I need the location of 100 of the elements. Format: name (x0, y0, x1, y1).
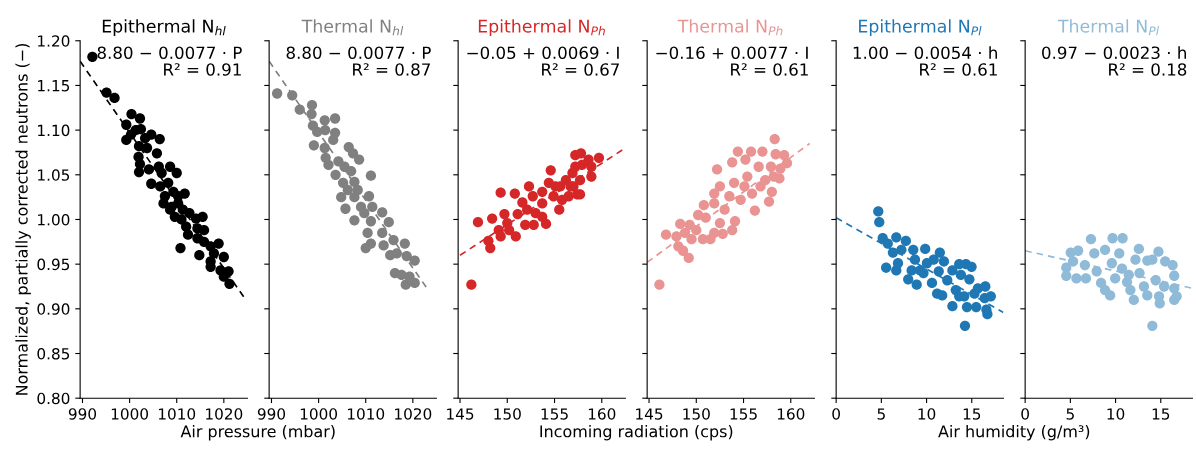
point (101, 87, 112, 98)
point (920, 243, 931, 255)
x-tick-label: 15 (963, 408, 981, 420)
point (727, 157, 738, 168)
point (781, 158, 793, 169)
point (320, 124, 331, 136)
point (892, 258, 904, 269)
point (709, 188, 720, 199)
point (982, 309, 993, 320)
point (143, 164, 155, 175)
point (749, 205, 761, 216)
annotation: 8.80 − 0.0077 · P (286, 46, 431, 60)
point (742, 171, 753, 182)
point (654, 279, 665, 290)
x-tick-label: 155 (730, 408, 757, 420)
point (1061, 270, 1072, 281)
point (727, 225, 738, 236)
point (709, 198, 720, 209)
x-tick-label: 990 (257, 408, 286, 420)
point (528, 219, 539, 230)
point (359, 208, 370, 219)
point (399, 238, 410, 249)
point (363, 191, 375, 202)
point (774, 173, 785, 184)
point (349, 191, 360, 203)
x-tick-label: 0 (1021, 408, 1029, 420)
chart-title: Epithermal N$_{Ph}$ (478, 19, 605, 37)
point (882, 238, 893, 249)
point (675, 218, 686, 230)
y-tick-label: 1.00 (38, 213, 70, 226)
x-tick-label: 0 (832, 408, 840, 420)
point (272, 88, 283, 99)
point (194, 250, 205, 261)
point (336, 191, 347, 203)
point (377, 227, 388, 239)
point (1169, 294, 1180, 306)
point (1130, 254, 1141, 265)
point (909, 254, 921, 265)
point (745, 146, 757, 157)
point (1154, 298, 1165, 309)
point (537, 186, 548, 197)
point (1150, 275, 1161, 286)
point (133, 141, 145, 152)
point (677, 245, 689, 256)
point (728, 177, 740, 188)
y-tick-label: 1.15 (38, 80, 70, 92)
point (683, 252, 694, 264)
point (1080, 273, 1092, 284)
point (1106, 258, 1118, 269)
point (1072, 245, 1084, 256)
annotation: −0.16 + 0.0077 · I (656, 46, 808, 60)
point (353, 154, 365, 165)
y-tick-label: 0.90 (37, 303, 70, 315)
point (365, 216, 377, 227)
point (906, 265, 917, 276)
point (1128, 294, 1139, 306)
point (959, 320, 971, 331)
point (714, 181, 726, 192)
point (548, 191, 559, 202)
point (1099, 244, 1111, 256)
point (1142, 290, 1153, 301)
point (1133, 243, 1145, 255)
point (934, 247, 945, 258)
point (545, 165, 556, 176)
point (1116, 263, 1128, 274)
point (732, 146, 744, 157)
point (133, 166, 145, 178)
x-tick-label: 15 (1152, 408, 1170, 420)
point (931, 288, 943, 299)
point (485, 242, 496, 254)
point (874, 217, 885, 228)
point (360, 242, 371, 254)
point (908, 244, 919, 256)
point (510, 231, 521, 242)
point (125, 129, 137, 140)
point (903, 274, 914, 285)
point (1167, 259, 1178, 271)
point (765, 161, 777, 172)
point (763, 196, 775, 207)
point (319, 115, 330, 126)
x-tick-label: 160 (777, 408, 805, 420)
point (691, 225, 702, 236)
point (378, 240, 389, 251)
annotation: 0.97 − 0.0023 · h (1042, 46, 1186, 60)
point (961, 301, 973, 313)
point (671, 231, 682, 242)
point (409, 255, 420, 266)
point (1079, 259, 1091, 271)
point (1153, 246, 1164, 257)
point (926, 277, 938, 289)
point (400, 279, 411, 290)
point (509, 188, 520, 199)
point (938, 256, 950, 267)
point (593, 152, 605, 163)
annotation: 1.00 − 0.0054 · h (853, 46, 997, 60)
annotation: −0.05 + 0.0069 · I (467, 46, 619, 60)
point (134, 113, 146, 124)
point (208, 248, 220, 259)
point (1085, 233, 1097, 245)
point (287, 90, 298, 101)
